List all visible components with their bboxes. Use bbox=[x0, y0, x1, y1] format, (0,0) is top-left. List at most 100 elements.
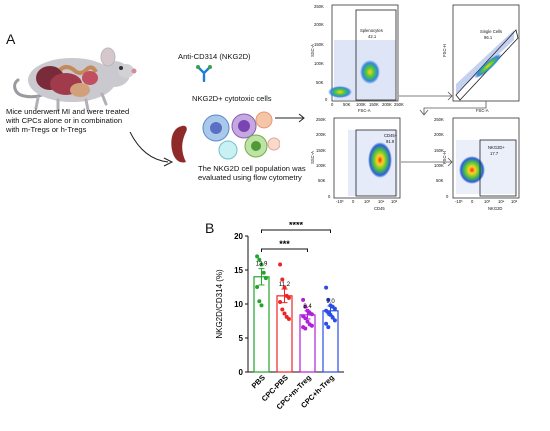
flow-plot-1-gate-value: 42.1 bbox=[368, 34, 377, 39]
flow-plot-1-ytick: 100K bbox=[314, 61, 324, 66]
data-point bbox=[278, 262, 283, 267]
flow-plot-2-gate-name: Single Cells bbox=[480, 29, 503, 34]
data-point bbox=[255, 254, 260, 259]
category-label: PBS bbox=[250, 373, 267, 390]
data-point bbox=[303, 326, 308, 331]
cells-label: NKG2D+ cytotoxic cells bbox=[192, 94, 272, 103]
data-point bbox=[278, 299, 283, 304]
mouse-treatment-text: Mice underwent MI and were treated with … bbox=[6, 107, 130, 135]
significance-label: *** bbox=[279, 239, 290, 249]
flow-plot-4-ytick: 100K bbox=[434, 163, 444, 168]
data-point bbox=[330, 315, 335, 320]
value-label: 8.4 bbox=[303, 304, 312, 310]
flow-plot-3-xtick: 10⁴ bbox=[378, 199, 385, 204]
flow-plot-4-ytick: 200K bbox=[434, 132, 444, 137]
flow-plot-3-ytick: 250K bbox=[316, 117, 326, 122]
flow-plot-1-xlabel: FSC-A bbox=[358, 108, 371, 113]
data-point bbox=[324, 321, 329, 326]
value-label: 13.9 bbox=[256, 262, 268, 268]
data-point bbox=[303, 316, 308, 321]
significance-bracket bbox=[261, 229, 331, 233]
data-point bbox=[305, 319, 310, 324]
arrow-to-spleen bbox=[129, 131, 174, 167]
evaluation-text: The NKG2D cell population was evaluated … bbox=[198, 164, 306, 183]
flow-plot-1-xtick: 200K bbox=[382, 102, 392, 107]
flow-plot-1-ytick: 50K bbox=[316, 80, 324, 85]
bar bbox=[276, 295, 293, 373]
flow-plot-3-xtick: 10⁵ bbox=[391, 199, 398, 204]
flow-plot-4-ylabel: FSC-H bbox=[441, 151, 447, 164]
data-point bbox=[257, 257, 262, 262]
flow-plot-3-xlabel: CD45 bbox=[374, 206, 385, 211]
data-point bbox=[309, 323, 314, 328]
y-axis-title: NKG2D/CD314 (%) bbox=[215, 269, 224, 339]
flow-plot-3-ytick: 0 bbox=[328, 194, 331, 199]
data-point bbox=[326, 325, 331, 330]
flow-plot-4-gate-name: NKG2D+ bbox=[488, 145, 505, 150]
flow-plot-4-ytick: 0 bbox=[446, 194, 449, 199]
antibody-icon bbox=[196, 65, 212, 82]
flow-plot-3-gate-name: CD45+ bbox=[384, 133, 398, 138]
y-tick-label: 20 bbox=[234, 232, 243, 241]
antibody-label: Anti-CD314 (NKG2D) bbox=[178, 52, 251, 61]
data-point bbox=[280, 307, 285, 312]
panel-a-letter: A bbox=[6, 31, 16, 47]
flow-plot-3-xtick: -10³ bbox=[336, 199, 344, 204]
flow-plot-1-xtick: 100K bbox=[356, 102, 366, 107]
data-point bbox=[332, 318, 337, 323]
flow-plot-1-xtick: 0 bbox=[331, 102, 334, 107]
data-point bbox=[282, 285, 287, 290]
flow-plot-4-xtick: 10³ bbox=[484, 199, 491, 204]
flow-plot-3-ytick: 100K bbox=[316, 163, 326, 168]
data-point bbox=[257, 299, 262, 304]
data-point bbox=[301, 297, 306, 302]
flow-plot-4-ytick: 250K bbox=[434, 117, 444, 122]
flow-plot-1-ytick: 0 bbox=[325, 97, 328, 102]
data-point bbox=[332, 306, 337, 311]
arrow-to-flow bbox=[275, 113, 305, 123]
flow-plot-3-ytick: 200K bbox=[316, 132, 326, 137]
flow-plot-2-xlabel: FSC-A bbox=[476, 108, 489, 113]
y-tick-label: 5 bbox=[239, 334, 244, 343]
significance-label: **** bbox=[289, 222, 304, 230]
flow-plot-1-gate-name: Splenocytes bbox=[360, 28, 383, 33]
data-point bbox=[309, 312, 314, 317]
data-point bbox=[261, 270, 266, 275]
flow-plot-3-gate-value: 91.9 bbox=[386, 139, 395, 144]
data-point bbox=[259, 262, 264, 267]
flow-plot-4-xtick: -10³ bbox=[455, 199, 463, 204]
flow-plot-1-ytick: 250K bbox=[314, 4, 324, 9]
flow-plot-4-gate-value: 17.7 bbox=[490, 151, 499, 156]
bar bbox=[253, 276, 270, 373]
spleen-icon bbox=[171, 125, 187, 163]
significance-bracket bbox=[261, 248, 308, 252]
flow-plot-2-frame bbox=[452, 4, 520, 102]
y-tick-label: 10 bbox=[234, 300, 243, 309]
flow-arrow-2 bbox=[423, 101, 487, 114]
data-point bbox=[328, 312, 333, 317]
y-tick-label: 15 bbox=[234, 266, 243, 275]
y-tick-label: 0 bbox=[239, 368, 244, 377]
flow-plot-3-ytick: 50K bbox=[318, 178, 326, 183]
data-point bbox=[303, 304, 308, 309]
flow-plot-2-ylabel: FSC-H bbox=[441, 44, 447, 57]
flow-plot-4-ytick: 50K bbox=[436, 178, 444, 183]
flow-plot-4-xtick: 10⁵ bbox=[511, 199, 518, 204]
panel-b-letter: B bbox=[205, 220, 215, 236]
flow-plot-3-ytick: 150K bbox=[316, 148, 326, 153]
data-point bbox=[280, 277, 285, 282]
value-label: 11.2 bbox=[279, 282, 291, 288]
data-point bbox=[326, 297, 331, 302]
flow-plot-1-ytick: 150K bbox=[314, 42, 324, 47]
data-point bbox=[324, 285, 329, 290]
flow-plot-3-frame bbox=[333, 117, 401, 199]
flow-plot-4-xtick: 0 bbox=[471, 199, 474, 204]
data-point bbox=[286, 316, 291, 321]
flow-plot-4-xlabel: NKG2D bbox=[488, 206, 503, 211]
data-point bbox=[286, 295, 291, 300]
flow-plot-3-ylabel: SSC-A bbox=[309, 151, 315, 164]
flow-plot-4-ytick: 150K bbox=[434, 148, 444, 153]
flow-plot-1-frame bbox=[328, 4, 399, 102]
flow-plot-1-xtick: 50K bbox=[343, 102, 351, 107]
